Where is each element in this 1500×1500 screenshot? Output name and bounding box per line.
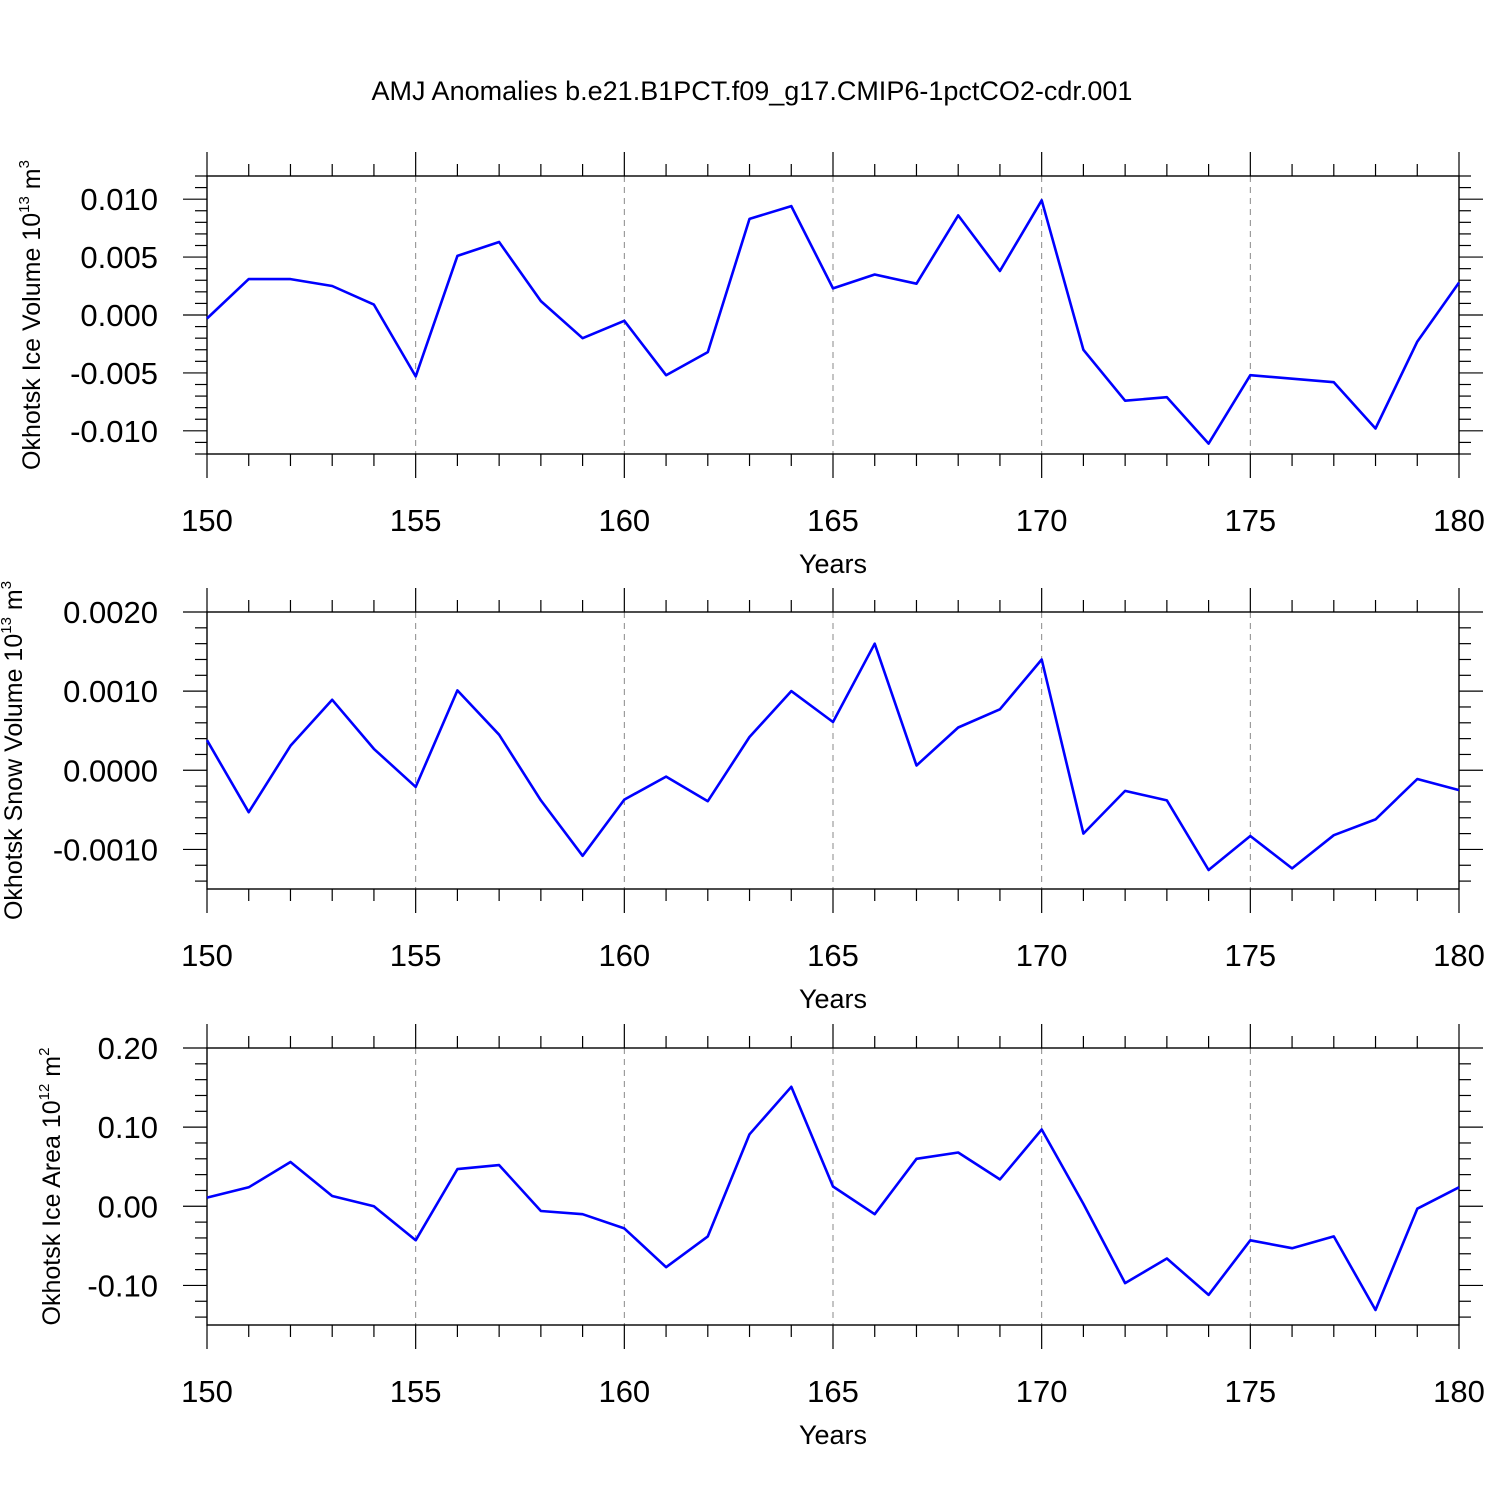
y-tick-label: 0.000 <box>80 298 158 333</box>
y-tick-label: 0.0010 <box>63 674 158 709</box>
x-tick-label: 160 <box>598 938 650 973</box>
x-tick-label: 175 <box>1224 1374 1276 1409</box>
x-tick-label: 180 <box>1433 503 1485 538</box>
panel-ice-area: 0.20 0.10 0.00 -0.10 150 155 160 165 170 175 180 Ye… <box>36 1024 1485 1450</box>
y-tick-label: -0.10 <box>87 1268 158 1303</box>
x-tick-label: 155 <box>390 1374 442 1409</box>
y-tick-label: 0.20 <box>98 1031 158 1066</box>
series-line-snow-volume <box>205 642 1460 872</box>
y-tick-label: 0.010 <box>80 182 158 217</box>
x-tick-label: 165 <box>807 1374 859 1409</box>
x-tick-label: 175 <box>1224 938 1276 973</box>
chart-title: AMJ Anomalies b.e21.B1PCT.f09_g17.CMIP6-… <box>372 76 1133 106</box>
x-tick-label: 150 <box>181 1374 233 1409</box>
x-tick-label: 155 <box>390 938 442 973</box>
x-tick-label: 170 <box>1016 938 1068 973</box>
y-tick-label: 0.0020 <box>63 595 158 630</box>
x-axis-title: Years <box>799 1420 867 1450</box>
x-tick-label: 160 <box>598 1374 650 1409</box>
y-tick-label: 0.0000 <box>63 753 158 788</box>
y-axis-title: Okhotsk Ice Volume 1013 m3 <box>16 160 46 470</box>
x-tick-label: 155 <box>390 503 442 538</box>
x-tick-label: 180 <box>1433 938 1485 973</box>
x-tick-label: 150 <box>181 938 233 973</box>
panel-ice-volume: 0.010 0.005 0.000 -0.005 -0.010 150 155 160 165 1… <box>16 152 1485 579</box>
x-tick-label: 150 <box>181 503 233 538</box>
x-axis-title: Years <box>799 984 867 1014</box>
x-tick-label: 180 <box>1433 1374 1485 1409</box>
y-tick-label: -0.005 <box>70 356 158 391</box>
y-tick-label: -0.0010 <box>53 832 158 867</box>
y-tick-label: -0.010 <box>70 414 158 449</box>
x-tick-label: 165 <box>807 503 859 538</box>
x-tick-label: 170 <box>1016 1374 1068 1409</box>
y-tick-label: 0.005 <box>80 240 158 275</box>
x-tick-label: 175 <box>1224 503 1276 538</box>
x-tick-label: 165 <box>807 938 859 973</box>
y-tick-label: 0.00 <box>98 1189 158 1224</box>
series-line-ice-area <box>206 1085 1460 1312</box>
x-axis-title: Years <box>799 549 867 579</box>
x-tick-label: 170 <box>1016 503 1068 538</box>
y-axis-title: Okhotsk Snow Volume 1013 m3 <box>0 581 28 920</box>
panel-snow-volume: 0.0020 0.0010 0.0000 -0.0010 150 155 160 165 170… <box>0 581 1485 1014</box>
y-tick-label: 0.10 <box>98 1110 158 1145</box>
series-line-ice-volume <box>206 199 1461 445</box>
x-tick-label: 160 <box>598 503 650 538</box>
y-axis-title: Okhotsk Ice Area 1012 m2 <box>36 1048 66 1326</box>
